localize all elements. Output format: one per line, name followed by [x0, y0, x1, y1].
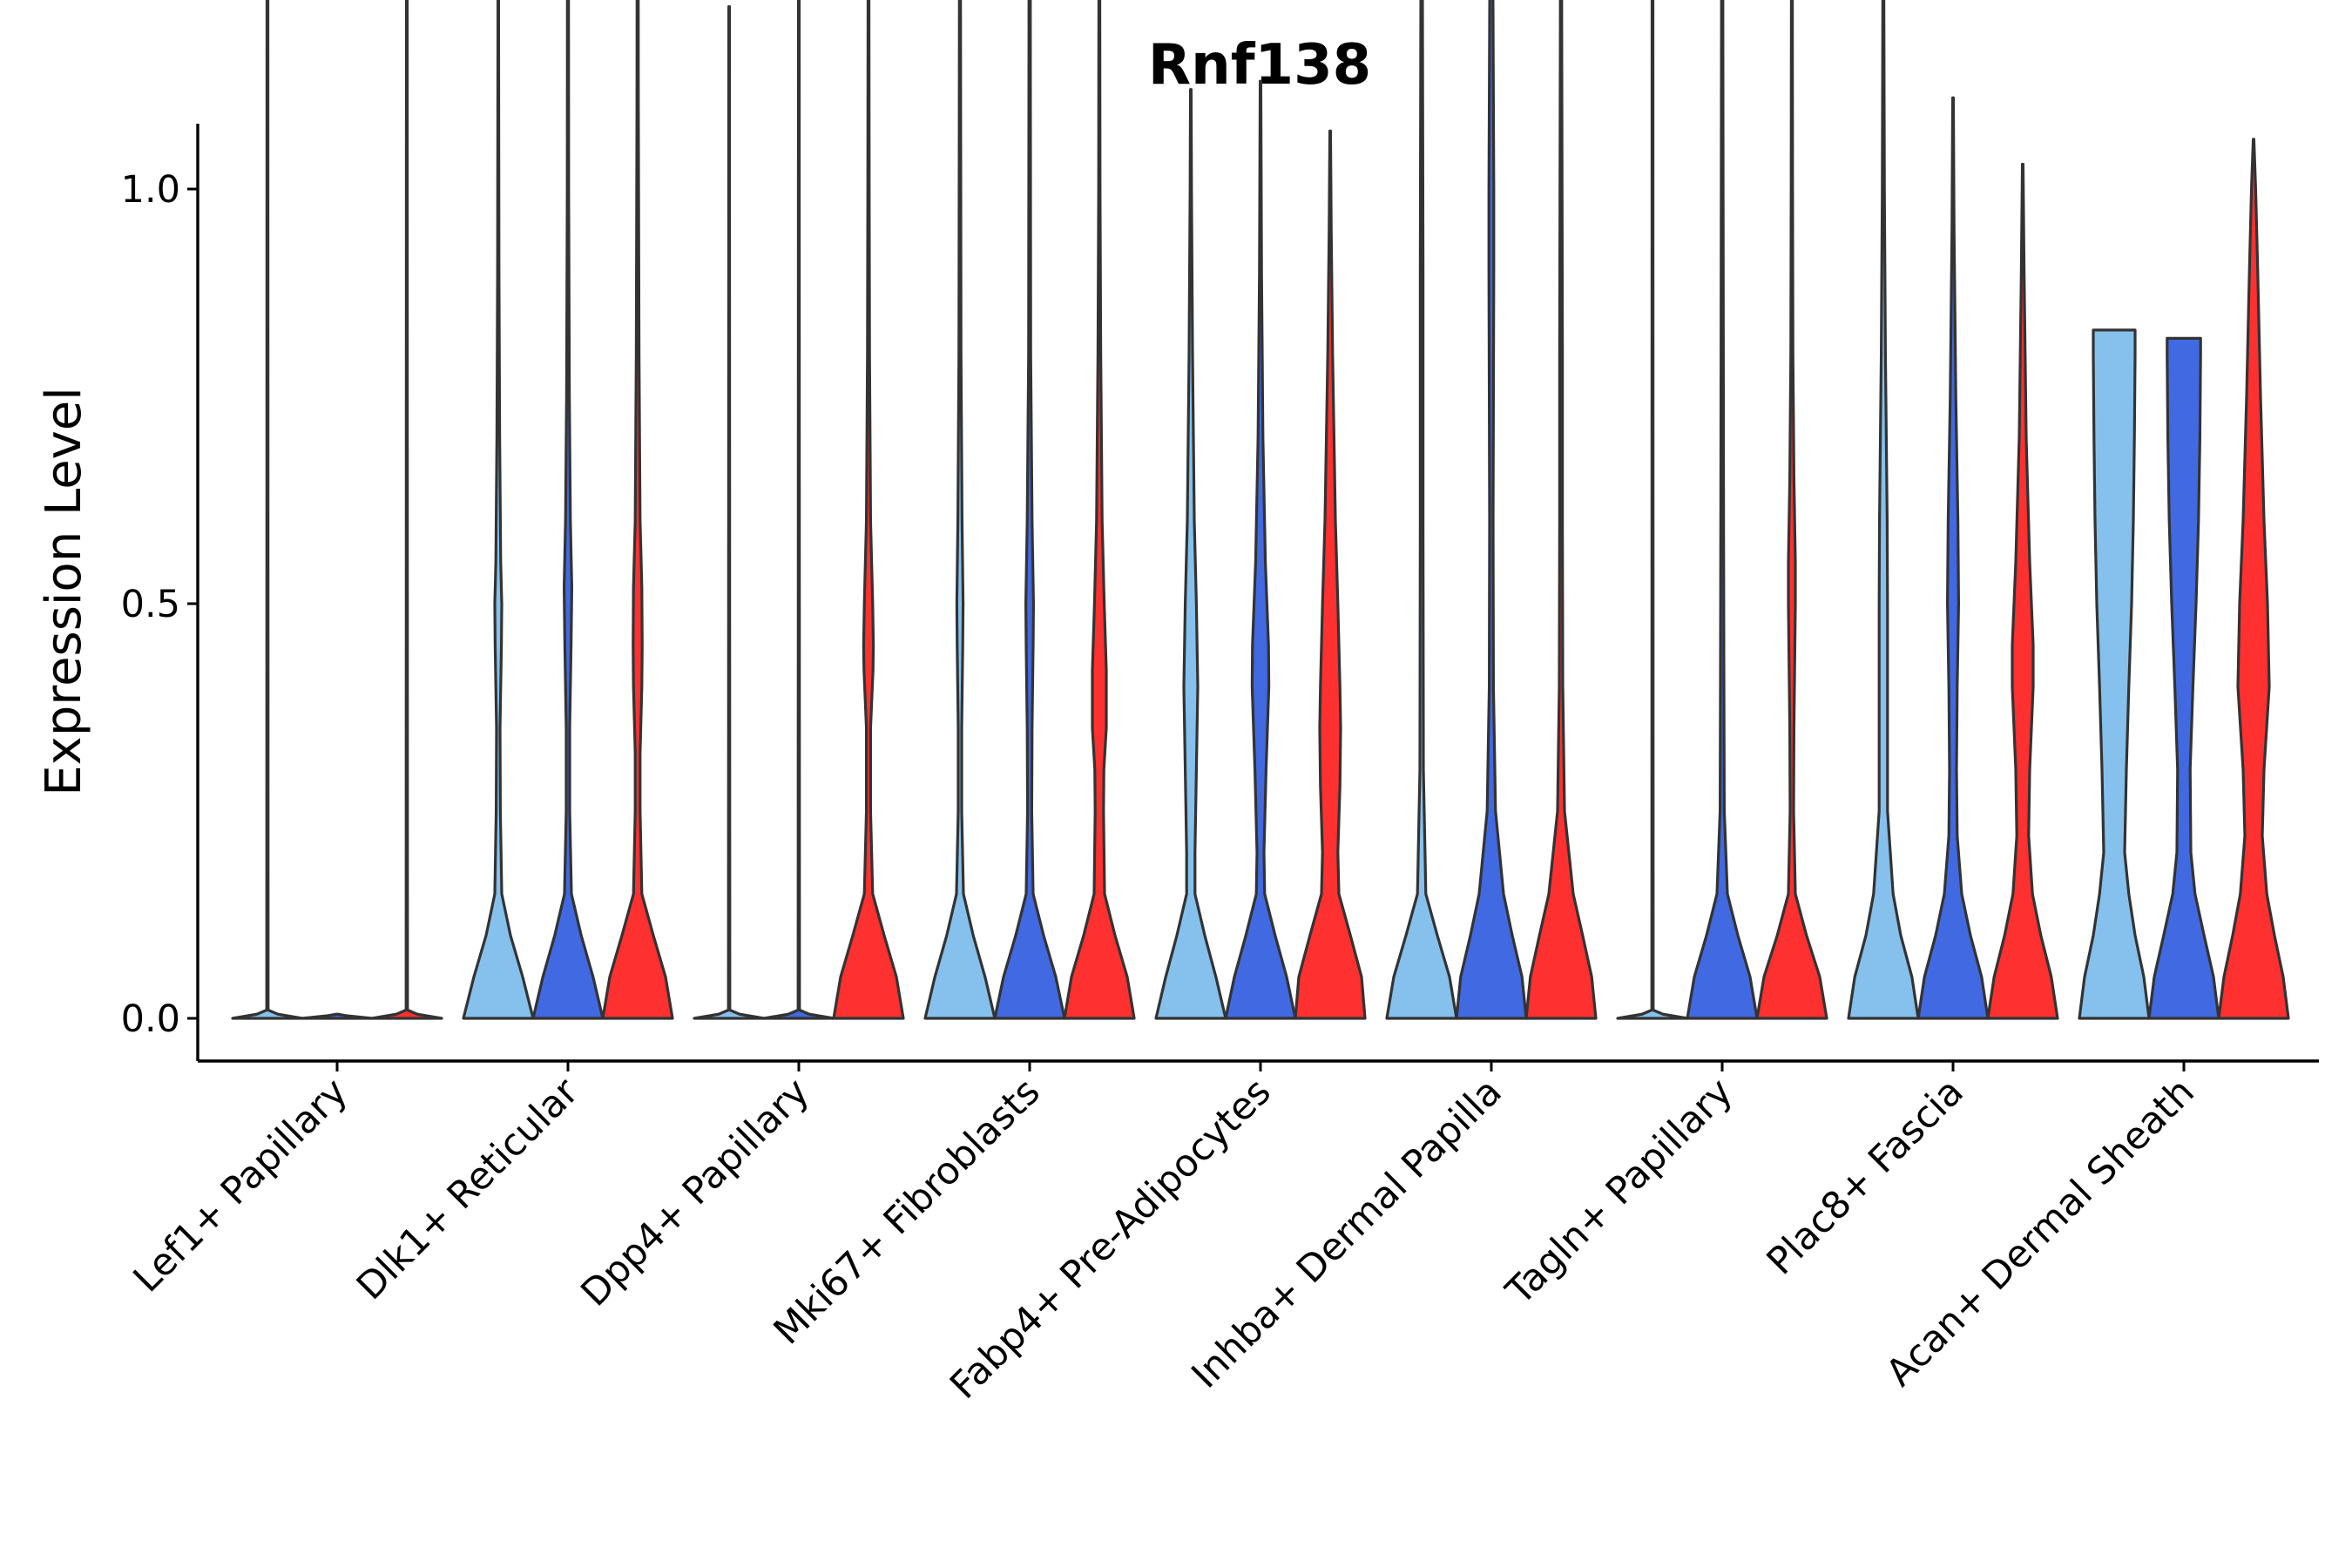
violin-dlk1-reticular-group-1 — [462, 0, 535, 1020]
violin-fabp4-pre-adipocytes-group-2 — [1224, 79, 1297, 1020]
violin-mki67-fibroblasts-group-3 — [1063, 0, 1136, 1020]
violin-mki67-fibroblasts-group-2 — [993, 0, 1066, 1020]
violin-lef1-papillary-group-3 — [370, 0, 443, 1020]
violin-dpp4-papillary-group-3 — [832, 0, 905, 1020]
violin-inhba-dermal-papilla-group-3 — [1524, 0, 1598, 1020]
violin-dlk1-reticular-group-2 — [531, 0, 605, 1020]
violins-layer — [231, 0, 2290, 1020]
violin-inhba-dermal-papilla-group-2 — [1455, 0, 1528, 1020]
violin-tagln-papillary-group-1 — [1616, 0, 1689, 1020]
violin-inhba-dermal-papilla-group-1 — [1385, 0, 1458, 1020]
violin-mki67-fibroblasts-group-1 — [923, 0, 997, 1020]
y-tick-label: 1.0 — [121, 168, 180, 212]
x-tick-label-lef1-papillary: Lef1+ Papillary — [125, 1070, 356, 1301]
violin-lef1-papillary-group-1 — [231, 0, 304, 1020]
x-tick-label-dpp4-papillary: Dpp4+ Papillary — [573, 1070, 818, 1315]
violin-lef1-papillary-group-2 — [301, 1012, 374, 1020]
violin-acan-dermal-sheath-group-1 — [2078, 328, 2151, 1020]
y-tick-label: 0.0 — [121, 997, 180, 1041]
violin-dlk1-reticular-group-3 — [601, 0, 674, 1020]
violin-dpp4-papillary-group-2 — [762, 0, 835, 1020]
y-axis-ticks: 0.00.51.01.52.0 — [121, 168, 198, 1041]
y-axis-label: Expression Level — [36, 387, 92, 796]
violin-tagln-papillary-group-2 — [1686, 0, 1759, 1020]
violin-plac8-fascia-group-3 — [1986, 162, 2059, 1020]
x-tick-label-plac8-fascia: Plac8+ Fascia — [1759, 1070, 1972, 1283]
y-tick-label: 0.5 — [121, 583, 180, 626]
x-tick-label-tagln-papillary: Tagln+ Papillary — [1497, 1070, 1741, 1314]
violin-acan-dermal-sheath-group-2 — [2147, 336, 2220, 1020]
violin-plac8-fascia-group-2 — [1916, 96, 1990, 1020]
violin-dpp4-papillary-group-1 — [693, 4, 766, 1020]
violin-tagln-papillary-group-3 — [1755, 0, 1828, 1020]
x-tick-label-dlk1-reticular: Dlk1+ Reticular — [348, 1070, 587, 1308]
violin-plac8-fascia-group-1 — [1847, 0, 1920, 1020]
x-tick-label-mki67-fibroblasts: Mki67+ Fibroblasts — [766, 1070, 1049, 1353]
violin-acan-dermal-sheath-group-3 — [2217, 138, 2290, 1020]
violin-fabp4-pre-adipocytes-group-1 — [1154, 88, 1227, 1020]
violin-fabp4-pre-adipocytes-group-3 — [1294, 129, 1367, 1020]
